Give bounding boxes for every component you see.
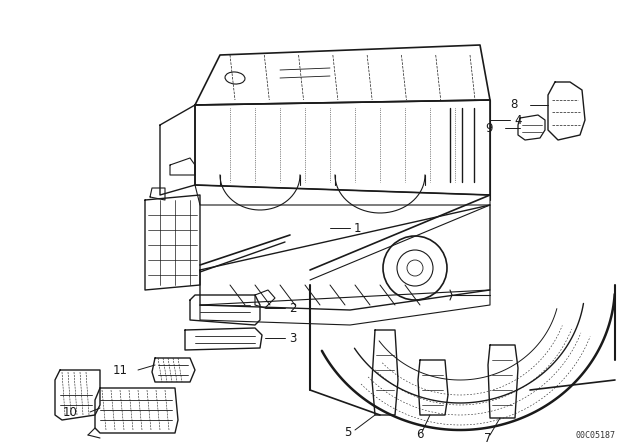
Text: 2: 2	[289, 302, 296, 314]
Text: 00C05187: 00C05187	[575, 431, 615, 440]
Text: 3: 3	[289, 332, 296, 345]
Text: 4: 4	[514, 113, 522, 126]
Text: 8: 8	[511, 99, 518, 112]
Text: 7: 7	[484, 431, 492, 444]
Text: 11: 11	[113, 363, 128, 376]
Text: 5: 5	[344, 426, 351, 439]
Text: 9: 9	[486, 121, 493, 134]
Text: 1: 1	[354, 221, 362, 234]
Text: 10: 10	[63, 405, 78, 418]
Text: 6: 6	[416, 428, 424, 441]
